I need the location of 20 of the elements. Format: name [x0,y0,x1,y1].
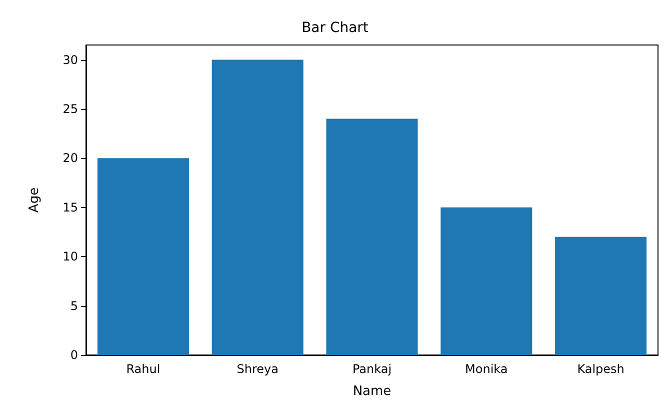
y-tick-label: 30 [62,52,78,67]
chart-title: Bar Chart [302,20,369,36]
x-tick-label: Kalpesh [577,362,624,376]
x-tick-label: Pankaj [352,362,392,376]
x-axis-title: Name [352,384,392,399]
bar [212,60,304,355]
x-tick-label: Monika [465,362,508,376]
y-tick-label: 5 [70,298,78,313]
bar [97,158,189,355]
bar [326,118,418,355]
bar [555,236,647,355]
bar [440,207,532,355]
x-tick-label: Shreya [236,362,278,376]
y-tick-label: 20 [62,151,78,166]
y-axis-title: Age [27,187,42,213]
x-tick-label: Rahul [126,362,160,376]
y-tick-label: 25 [62,102,78,116]
y-tick-label: 10 [62,250,78,264]
y-tick-label: 0 [70,348,78,362]
y-tick-label: 15 [62,200,78,214]
